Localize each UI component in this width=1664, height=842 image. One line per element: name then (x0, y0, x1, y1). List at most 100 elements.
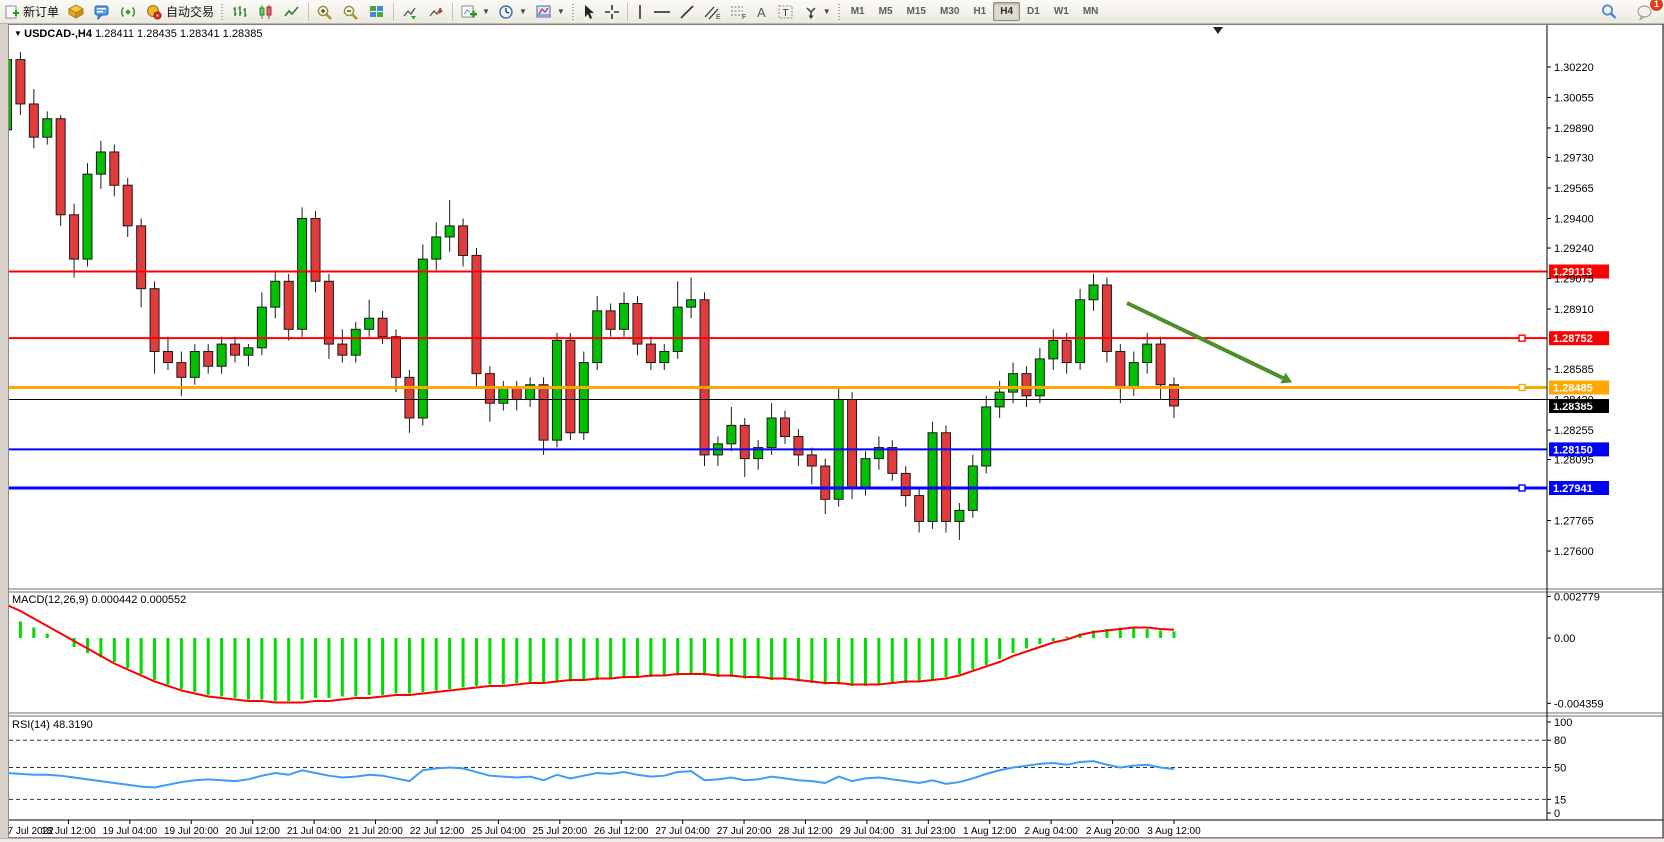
timeframe-m5-button[interactable]: M5 (878, 6, 893, 17)
template-icon (535, 4, 553, 20)
time-axis-label: 29 Jul 04:00 (840, 826, 895, 837)
macd-axis-tick: 0.00 (1554, 633, 1575, 645)
community-button[interactable] (89, 0, 115, 24)
new-order-button[interactable]: 新订单 (0, 0, 63, 24)
bear-candle (69, 214, 80, 260)
chart-shift-icon (427, 4, 445, 20)
trend-arrow[interactable] (1126, 301, 1284, 380)
timeframe-mn-button[interactable]: MN (1082, 6, 1099, 17)
bull-candle (498, 387, 509, 404)
bear-candle (337, 343, 348, 356)
bull-candle (672, 306, 683, 352)
bear-candle (404, 376, 415, 419)
timeframe-m30-button[interactable]: M30 (939, 6, 960, 17)
tile-windows-button[interactable] (364, 0, 390, 24)
timeframe-h1-button[interactable]: H1 (973, 6, 987, 17)
horizontal-line-button[interactable] (649, 0, 675, 24)
toolbar-drag-handle[interactable] (220, 3, 226, 20)
vertical-line-button[interactable] (631, 0, 649, 24)
toolbar-drag-handle[interactable] (570, 3, 576, 20)
bear-candle (391, 336, 401, 378)
bull-candle (860, 458, 871, 489)
time-axis-label: 25 Jul 04:00 (471, 826, 526, 837)
bull-candle (1142, 343, 1153, 364)
text-label-button[interactable]: T (773, 0, 799, 24)
zoom-out-button[interactable] (338, 0, 364, 24)
notification-badge: 1 (1649, 0, 1664, 12)
rsi-line (6, 760, 1175, 789)
horizontal-line-icon (653, 4, 671, 20)
cursor-button[interactable] (578, 0, 600, 24)
trendline-button[interactable] (675, 0, 699, 24)
chart-shift-button[interactable] (423, 0, 449, 24)
new-chart-icon (460, 4, 478, 20)
autotrading-button[interactable]: 自动交易 (141, 0, 218, 24)
macd-indicator-label: MACD(12,26,9) 0.000442 0.000552 (12, 594, 187, 606)
bear-candle (1115, 350, 1126, 389)
line-chart-button[interactable] (279, 0, 305, 24)
bear-candle (28, 103, 39, 138)
text-label-icon: T (777, 4, 795, 20)
timeframe-d1-button[interactable]: D1 (1027, 6, 1040, 17)
bull-candle (927, 432, 938, 522)
line-anchor-marker[interactable] (1518, 484, 1526, 492)
bull-candle (686, 299, 697, 308)
crosshair-button[interactable] (600, 0, 624, 24)
bar-chart-icon (231, 4, 249, 20)
fibonacci-button[interactable]: F (725, 0, 751, 24)
equidistant-channel-button[interactable]: E (699, 0, 725, 24)
toolbar-drag-handle[interactable] (836, 3, 842, 20)
svg-text:1.28385: 1.28385 (1553, 401, 1593, 413)
new-chart-dropdown[interactable]: ▼ (456, 0, 494, 24)
timeframe-m15-button[interactable]: M15 (906, 6, 926, 17)
zoom-in-button[interactable] (312, 0, 338, 24)
bear-candle (230, 343, 241, 356)
svg-text:1.27941: 1.27941 (1553, 483, 1593, 495)
bull-candle (981, 406, 992, 467)
auto-scroll-button[interactable] (397, 0, 423, 24)
time-axis-label: 31 Jul 23:00 (901, 826, 956, 837)
notifications-button[interactable]: 1 (1632, 0, 1664, 24)
bull-candle (216, 343, 227, 367)
bull-candle (659, 350, 670, 364)
bull-candle (619, 302, 630, 330)
price-axis-tick: 1.28095 (1554, 455, 1594, 467)
bull-candle (364, 317, 375, 330)
svg-text:E: E (716, 14, 721, 20)
price-axis-tick: 1.30055 (1554, 92, 1594, 104)
chart-shift-marker[interactable] (1213, 27, 1223, 34)
timeframe-m1-button[interactable]: M1 (850, 6, 865, 17)
bear-candle (136, 225, 147, 290)
template-dropdown[interactable]: ▼ (531, 0, 569, 24)
period-dropdown[interactable]: ▼ (494, 0, 531, 24)
line-anchor-marker[interactable] (1518, 334, 1526, 342)
bear-candle (511, 387, 522, 401)
symbol-dropdown-marker[interactable]: ▼ (14, 29, 25, 38)
trend-arrow-head (1280, 372, 1293, 384)
signals-button[interactable] (115, 0, 141, 24)
bull-candle (726, 424, 737, 445)
bear-candle (739, 424, 750, 460)
trendline-icon (679, 4, 695, 20)
candlestick-chart-button[interactable] (253, 0, 279, 24)
bear-candle (122, 184, 133, 227)
window-left-edge (0, 23, 9, 842)
price-axis-tick: 1.29565 (1554, 183, 1594, 195)
timeframe-h4-button[interactable]: H4 (993, 2, 1021, 21)
bull-candle (766, 417, 777, 449)
bear-candle (806, 454, 817, 467)
bear-candle (149, 288, 160, 352)
timeframe-w1-button[interactable]: W1 (1053, 6, 1069, 17)
bull-candle (444, 225, 455, 238)
open-account-button[interactable] (63, 0, 89, 24)
line-anchor-marker[interactable] (1518, 383, 1526, 392)
text-button[interactable]: A (751, 0, 773, 24)
bull-candle (256, 306, 267, 349)
zoom-in-icon (316, 4, 334, 20)
arrows-dropdown[interactable]: ▼ (799, 0, 835, 24)
search-button[interactable] (1596, 0, 1622, 24)
bar-chart-button[interactable] (227, 0, 253, 24)
